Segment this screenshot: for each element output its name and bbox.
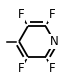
Text: F: F	[49, 8, 56, 21]
Text: F: F	[18, 62, 24, 75]
Text: F: F	[49, 62, 56, 75]
Text: N: N	[50, 35, 59, 48]
Text: F: F	[18, 8, 24, 21]
